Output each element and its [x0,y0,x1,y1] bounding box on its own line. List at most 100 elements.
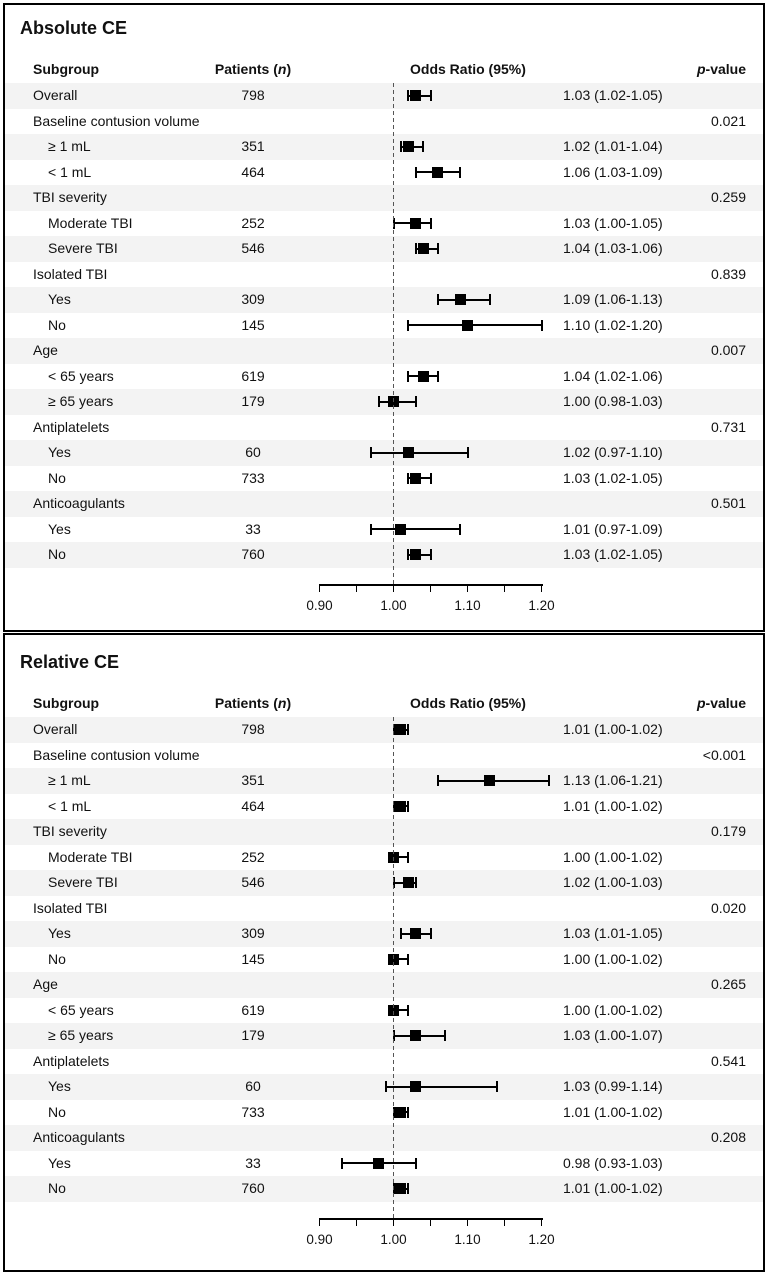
ci-cap-right [429,472,432,484]
p-value: 0.020 [710,899,746,916]
row-label: < 1 mL [48,797,92,814]
axis-tick [355,1218,358,1226]
ci-whisker [393,1009,409,1012]
data-row: Overall 798 1.01 (1.00-1.02) [5,717,763,743]
patients-count: 33 [245,1154,261,1171]
patients-count: 33 [245,520,261,537]
patients-count: 733 [241,469,265,486]
ci-cap-right [429,90,432,102]
patients-header-close: ) [286,695,292,711]
panel-absolute-ce: Absolute CE Subgroup Patients (n) Odds R… [3,3,765,632]
or-ci-text: 0.98 (0.93-1.03) [563,1154,663,1171]
reference-line [392,83,395,584]
data-row: No 733 1.01 (1.00-1.02) [5,1100,763,1126]
data-row: Yes 309 1.09 (1.06-1.13) [5,287,763,313]
or-ci-text: 1.03 (0.99-1.14) [563,1078,663,1094]
patients-count: 733 [241,1103,265,1120]
or-ci-text: 1.09 (1.06-1.13) [563,291,663,307]
data-row: Yes 33 1.01 (0.97-1.09) [5,517,763,543]
data-row: Severe TBI 546 1.02 (1.00-1.03) [5,870,763,896]
row-label: Age [33,976,58,992]
axis-tick [318,584,321,592]
ci-cap-left [399,928,402,940]
or-ci-text: 1.04 (1.02-1.06) [563,367,663,384]
ci-cap-left [407,90,410,102]
row-label: Isolated TBI [33,899,108,916]
panel-title: Absolute CE [20,18,128,38]
subgroup-header-row: Isolated TBI 0.839 [5,262,763,288]
or-marker [410,1030,422,1042]
p-value: 0.265 [710,976,746,992]
column-header-odds-ratio: Odds Ratio (95%) [410,61,526,77]
data-row: Overall 798 1.03 (1.02-1.05) [5,83,763,109]
data-row: Yes 60 1.02 (0.97-1.10) [5,440,763,466]
column-header-p-value: p-value [633,59,746,79]
or-ci-text: 1.01 (1.00-1.02) [563,721,663,737]
row-label: No [48,469,66,486]
axis-tick [355,584,358,592]
data-row: ≥ 1 mL 351 1.13 (1.06-1.21) [5,768,763,794]
or-ci-text: 1.03 (1.02-1.05) [563,546,663,562]
row-label: TBI severity [33,823,107,839]
data-row: ≥ 65 years 179 1.00 (0.98-1.03) [5,389,763,415]
or-ci-text: 1.00 (1.00-1.02) [563,950,663,967]
column-header-subgroup: Subgroup [33,61,100,77]
patients-header-close: ) [286,61,292,77]
ci-cap-left [436,775,439,787]
subgroup-header-row: Age 0.265 [5,972,763,998]
row-label: Antiplatelets [33,1052,110,1069]
row-label: ≥ 1 mL [48,138,91,154]
or-marker [395,1106,407,1118]
or-ci-text: 1.01 (1.00-1.02) [563,1103,663,1120]
or-ci-text: 1.03 (1.01-1.05) [563,925,663,941]
row-label: Moderate TBI [48,848,133,865]
panel-relative-ce: Relative CE Subgroup Patients (n) Odds R… [3,633,765,1272]
or-ci-text: 1.02 (1.00-1.03) [563,874,663,890]
row-label: No [48,950,66,967]
or-marker [402,447,414,459]
patients-header-n-italic: n [277,695,287,711]
ci-cap-right [407,1004,410,1016]
or-marker [432,166,444,178]
ci-cap-right [540,319,543,331]
patients-count: 145 [241,316,265,333]
row-label: Yes [48,925,71,941]
p-header-italic: p [696,61,706,77]
p-value: 0.541 [710,1052,746,1069]
ci-cap-left [407,319,410,331]
axis-tick [466,584,469,592]
patients-count: 179 [241,393,265,409]
or-marker [395,800,407,812]
axis-tick [429,584,432,592]
ci-whisker [371,528,461,531]
p-value: 0.501 [710,495,746,511]
ci-cap-right [407,1183,410,1195]
or-ci-text: 1.01 (0.97-1.09) [563,520,663,537]
patients-count: 798 [241,87,265,103]
data-row: Yes 309 1.03 (1.01-1.05) [5,921,763,947]
reference-line [392,717,395,1218]
p-value: 0.731 [710,418,746,435]
or-ci-text: 1.03 (1.00-1.07) [563,1027,663,1043]
ci-cap-left [414,166,417,178]
patients-count: 351 [241,138,265,154]
ci-cap-right [407,724,410,736]
or-marker [462,319,473,331]
row-label: Anticoagulants [33,1129,125,1145]
patients-count: 464 [241,163,265,180]
row-label: Overall [33,721,78,737]
row-label: Baseline contusion volume [33,112,200,129]
row-label: Yes [48,291,71,307]
row-label: Yes [48,1078,71,1094]
ci-whisker [386,1085,498,1088]
data-row: < 1 mL 464 1.01 (1.00-1.02) [5,794,763,820]
patients-header-n-italic: n [277,61,287,77]
patients-count: 464 [241,797,265,814]
ci-cap-right [444,1030,447,1042]
column-header-odds-ratio: Odds Ratio (95%) [410,695,526,711]
row-label: < 1 mL [48,163,92,180]
patients-header-text: Patients ( [214,61,278,77]
ci-cap-left [340,1157,343,1169]
x-axis [319,1218,543,1220]
column-header-patients: Patients (n) [173,59,333,79]
